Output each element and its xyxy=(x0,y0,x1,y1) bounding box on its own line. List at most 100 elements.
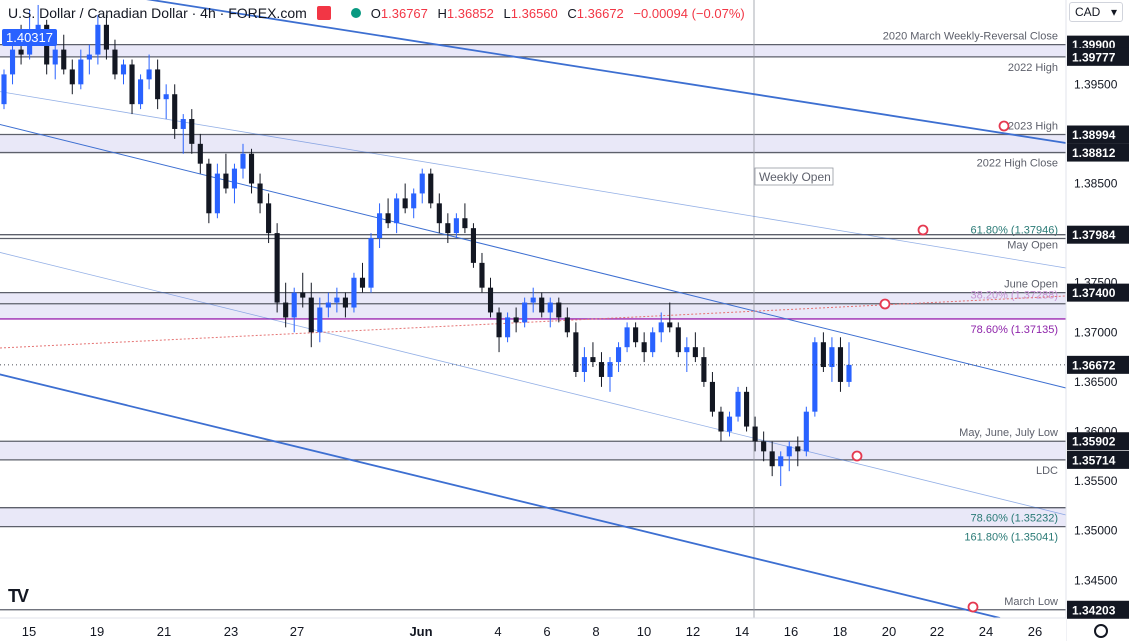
candle-body xyxy=(428,173,434,204)
level-label: 2022 High xyxy=(1008,62,1058,74)
level-label: June Open xyxy=(1004,279,1058,291)
candle-body xyxy=(103,24,109,50)
candle-body xyxy=(487,287,494,313)
currency-select[interactable]: CAD ▾ xyxy=(1069,2,1123,22)
candle-body xyxy=(1,74,7,105)
candle-body xyxy=(325,302,331,308)
level-label: 2022 High Close xyxy=(977,158,1058,170)
level-marker xyxy=(967,601,979,613)
level-label: May, June, July Low xyxy=(959,427,1058,439)
candle-body xyxy=(624,327,630,348)
candle-body xyxy=(667,322,673,328)
price-tag xyxy=(1067,47,1129,66)
high-label: H xyxy=(437,5,447,21)
candle-body xyxy=(291,292,297,318)
candle-body xyxy=(744,391,750,427)
candle-body xyxy=(146,69,152,80)
candle-body xyxy=(351,277,357,308)
candle-body xyxy=(35,24,41,30)
weekly-open-box xyxy=(754,167,834,186)
price-tick-label: 1.35500 xyxy=(1074,474,1118,488)
price-tag-label: 1.36672 xyxy=(1072,358,1116,372)
candle-body xyxy=(86,54,92,60)
candle-body xyxy=(470,228,477,263)
time-tick-label: 4 xyxy=(494,624,501,639)
candle-body xyxy=(376,213,383,239)
candle-body xyxy=(120,64,127,75)
price-tag-label: 1.34203 xyxy=(1072,603,1116,617)
price-tag xyxy=(1067,143,1129,162)
price-tag-label: 1.35714 xyxy=(1072,453,1116,467)
candle-body xyxy=(214,173,220,214)
price-tag xyxy=(1067,432,1129,451)
indicator-value[interactable]: 1.40317 xyxy=(2,29,57,46)
level-label: March Low xyxy=(1004,596,1058,608)
price-tick-label: 1.34500 xyxy=(1074,573,1118,587)
candle-body xyxy=(129,64,135,105)
open-label: O xyxy=(370,5,381,21)
candle-body xyxy=(342,297,348,308)
price-tag xyxy=(1067,450,1129,469)
time-tick-label: 24 xyxy=(979,624,993,639)
candle-body xyxy=(69,69,75,85)
price-tag-label: 1.38994 xyxy=(1072,128,1116,142)
candle-body xyxy=(735,391,741,417)
level-label: 78.60% (1.37135) xyxy=(971,324,1058,336)
candle-body xyxy=(231,168,238,189)
candle-body xyxy=(505,317,511,338)
candle-body xyxy=(274,233,280,303)
level-label: 2023 High xyxy=(1008,121,1058,133)
level-label: 161.80% (1.35041) xyxy=(964,532,1058,544)
price-tag-label: 1.38812 xyxy=(1072,146,1116,160)
gear-icon[interactable] xyxy=(1094,624,1108,638)
candle-body xyxy=(778,456,784,467)
candle-body xyxy=(359,277,366,288)
candle-body xyxy=(513,317,519,323)
candle-body xyxy=(573,332,579,372)
level-label: May Open xyxy=(1007,240,1058,252)
candle-body xyxy=(180,119,186,129)
candle-body xyxy=(641,342,647,353)
channel-line xyxy=(146,0,1067,144)
zone-band xyxy=(0,134,1066,153)
candle-body xyxy=(223,173,229,189)
level-label: 38.20% (1.37288) xyxy=(971,290,1058,302)
channel-line xyxy=(0,252,1067,516)
candle-body xyxy=(197,143,203,164)
time-tick-label: 27 xyxy=(290,624,304,639)
symbol-title[interactable]: U.S. Dollar / Canadian Dollar · 4h · FOR… xyxy=(8,5,307,21)
price-tag xyxy=(1067,355,1129,374)
level-marker xyxy=(917,224,929,236)
candle-body xyxy=(445,223,451,234)
level-label: 2020 March Weekly-Reversal Close xyxy=(883,31,1058,43)
price-tick-label: 1.37000 xyxy=(1074,325,1118,339)
low-value: 1.36560 xyxy=(510,5,558,21)
candle-body xyxy=(556,302,562,318)
candle-body xyxy=(684,347,690,353)
open-value: 1.36767 xyxy=(380,5,428,21)
candle-body xyxy=(172,94,178,129)
time-tick-label: 16 xyxy=(784,624,798,639)
candle-body xyxy=(462,218,468,229)
candle-body xyxy=(530,297,536,303)
price-tick-label: 1.35000 xyxy=(1074,524,1118,538)
candle-body xyxy=(692,347,698,358)
candle-body xyxy=(257,183,263,204)
candle-body xyxy=(317,307,323,333)
candle-body xyxy=(675,327,681,353)
candle-body xyxy=(411,193,417,209)
candle-body xyxy=(402,198,408,209)
time-axis xyxy=(0,618,1066,641)
candle-body xyxy=(564,317,570,333)
channel-line xyxy=(0,91,1067,269)
candle-body xyxy=(522,302,528,323)
time-tick-label: 18 xyxy=(833,624,847,639)
candle-body xyxy=(658,322,664,333)
alert-icon[interactable] xyxy=(316,6,331,20)
candle-body xyxy=(368,238,374,288)
time-tick-label: 21 xyxy=(157,624,171,639)
time-tick-label: 12 xyxy=(686,624,700,639)
price-tag-label: 1.39777 xyxy=(1072,50,1116,64)
channel-line xyxy=(0,373,1001,619)
